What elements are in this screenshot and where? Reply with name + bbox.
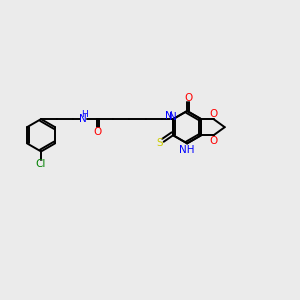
Text: O: O xyxy=(184,93,192,103)
Text: O: O xyxy=(93,127,101,137)
Text: O: O xyxy=(209,136,218,146)
Text: Cl: Cl xyxy=(36,159,46,169)
Text: NH: NH xyxy=(178,146,194,155)
Text: N: N xyxy=(165,111,172,121)
Text: O: O xyxy=(209,109,218,119)
Text: H: H xyxy=(81,110,87,118)
Text: N: N xyxy=(79,114,86,124)
Text: N: N xyxy=(169,112,177,122)
Text: S: S xyxy=(156,138,163,148)
